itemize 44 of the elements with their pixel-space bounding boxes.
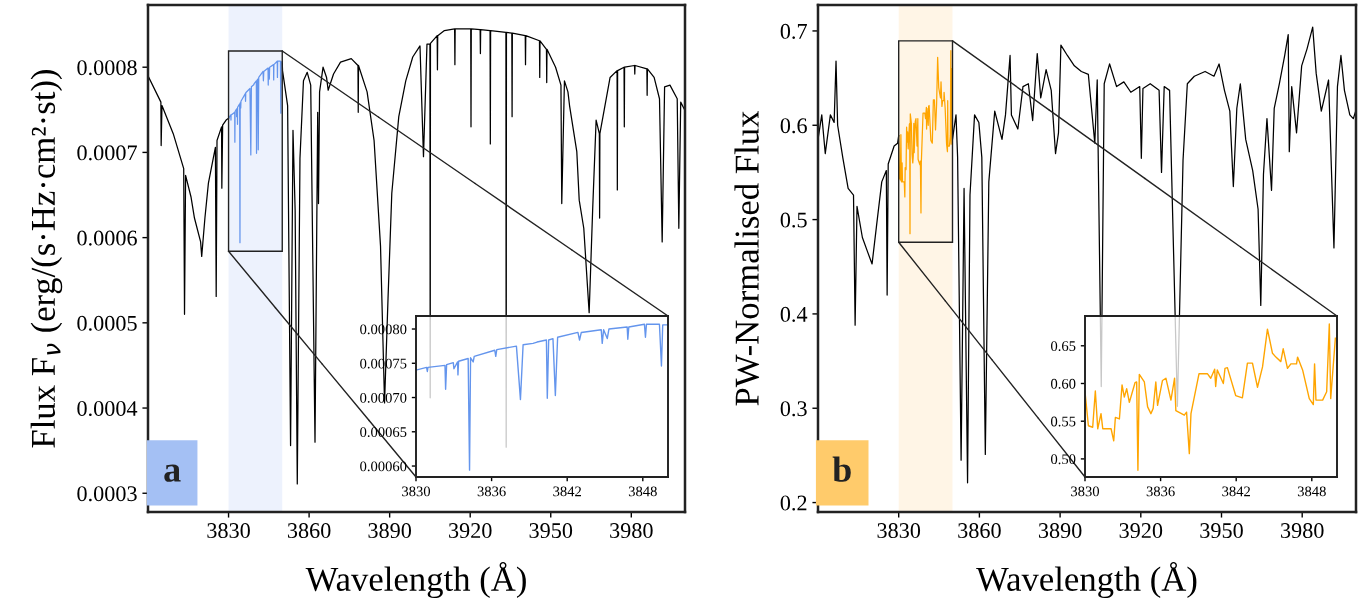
x-tick-label: 3920 xyxy=(1119,523,1163,539)
y-tick-label: 0.0007 xyxy=(77,145,137,161)
y-axis-title: Flux F$_{ν}$ (erg/(s·Hz·cm²·st)) xyxy=(30,70,63,448)
y-tick-label: 0.0008 xyxy=(77,60,137,76)
x-axis-title: Wavelength (Å) xyxy=(305,562,526,599)
x-tick-label: 3836 xyxy=(477,486,506,497)
x-tick-label: 3830 xyxy=(877,523,921,539)
y-tick-label: 0.60 xyxy=(1051,378,1076,389)
y-tick-label: 0.3 xyxy=(780,401,807,417)
y-tick-label: 0.55 xyxy=(1051,416,1076,427)
x-tick-label: 3950 xyxy=(1200,523,1243,539)
x-tick-label: 3830 xyxy=(207,523,250,539)
x-tick-label: 3842 xyxy=(1222,486,1250,497)
y-tick-label: 0.7 xyxy=(780,23,807,39)
x-tick-label: 3836 xyxy=(1146,486,1175,497)
annotation: a xyxy=(164,464,181,482)
y-tick-label: 0.0004 xyxy=(77,400,138,417)
y-tick-label: 0.0006 xyxy=(77,230,137,246)
x-tick-label: 3830 xyxy=(402,486,431,497)
x-tick-label: 3980 xyxy=(1281,523,1324,539)
y-tick-label: 0.0005 xyxy=(77,315,137,331)
y-tick-label: 0.65 xyxy=(1051,341,1076,352)
x-tick-label: 3920 xyxy=(449,523,492,539)
x-tick-label: 3980 xyxy=(610,523,653,539)
y-axis-title: PW-Normalised Flux xyxy=(734,110,760,406)
x-tick-label: 3950 xyxy=(529,523,573,539)
x-tick-label: 3848 xyxy=(1297,486,1326,497)
y-tick-label: 0.5 xyxy=(780,212,807,228)
x-tick-label: 3848 xyxy=(628,486,657,497)
x-tick-label: 3860 xyxy=(287,523,331,539)
annotation: b xyxy=(832,456,851,482)
x-tick-label: 3842 xyxy=(553,486,581,497)
x-tick-label: 3890 xyxy=(1038,523,1082,539)
line-series xyxy=(1085,323,1337,471)
line-series xyxy=(416,323,668,471)
y-tick-label: 0.00060 xyxy=(360,461,407,472)
y-tick-label: 0.4 xyxy=(780,306,808,322)
x-tick-label: 3830 xyxy=(1071,486,1100,497)
y-tick-label: 0.6 xyxy=(780,118,807,134)
y-tick-label: 0.0003 xyxy=(77,486,137,502)
x-tick-label: 3860 xyxy=(958,523,1001,539)
x-tick-label: 3890 xyxy=(368,523,412,539)
x-axis-title: Wavelength (Å) xyxy=(976,562,1197,599)
y-tick-label: 0.2 xyxy=(780,495,807,511)
